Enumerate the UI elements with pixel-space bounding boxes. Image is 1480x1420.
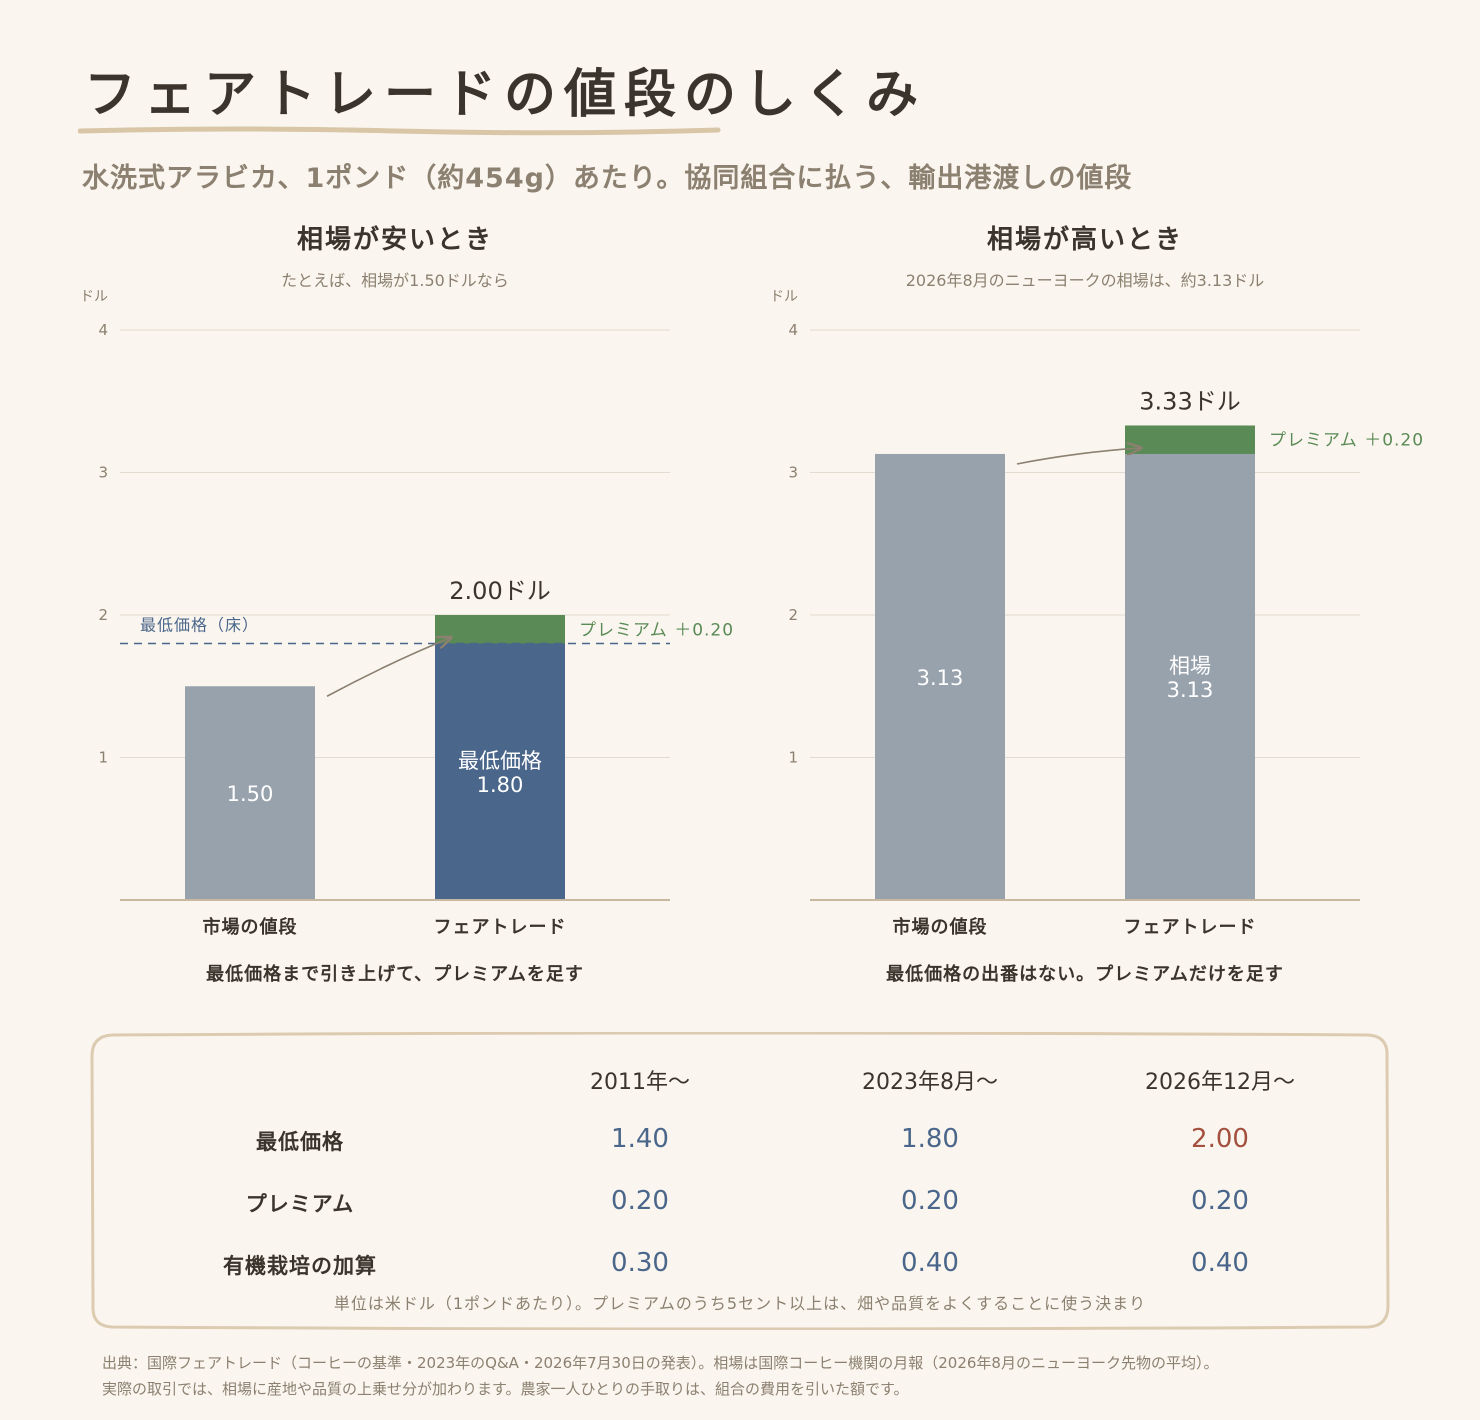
category-label: フェアトレード	[434, 917, 567, 938]
table-column-header: 2026年12月～	[1145, 1070, 1295, 1095]
y-tick-label: 4	[98, 321, 108, 339]
category-label: フェアトレード	[1124, 917, 1257, 938]
table-row-label: 有機栽培の加算	[223, 1254, 377, 1278]
source-line-1: 出典：国際フェアトレード（コーヒーの基準・2023年のQ&A・2026年7月30…	[102, 1354, 1219, 1372]
bar-value-label: 3.13	[917, 666, 964, 690]
chart-caption: 最低価格まで引き上げて、プレミアムを足す	[206, 963, 584, 985]
table-cell-value: 1.80	[901, 1124, 959, 1154]
table-row-label: プレミアム	[245, 1192, 355, 1216]
bar-total-label: 3.33ドル	[1139, 387, 1240, 415]
table-note: 単位は米ドル（1ポンドあたり）。プレミアムのうち5セント以上は、畑や品質をよくす…	[333, 1294, 1147, 1313]
table-border	[90, 1032, 1390, 1330]
source-note: 出典：国際フェアトレード（コーヒーの基準・2023年のQ&A・2026年7月30…	[102, 1350, 1422, 1402]
bar-segment-market	[185, 686, 315, 900]
bar-segment-premium	[1125, 425, 1255, 454]
page-title: フェアトレードの値段のしくみ	[84, 65, 927, 125]
table-cell-value: 0.30	[611, 1248, 669, 1278]
category-label: 市場の値段	[203, 916, 298, 938]
price-history-table: 2011年～ 2023年8月～ 2026年12月～ 最低価格 1.40 1.80 2.00 プ…	[90, 1032, 1390, 1330]
table-cell-value: 0.20	[611, 1186, 669, 1216]
premium-label: プレミアム ＋0.20	[1269, 431, 1424, 451]
y-tick-label: 3	[98, 464, 108, 482]
bar-total-label: 2.00ドル	[449, 577, 550, 605]
y-tick-label: 1	[788, 749, 798, 767]
y-tick-label: 2	[98, 606, 108, 624]
table-column-header: 2011年～	[590, 1070, 690, 1095]
bar-value-label: 1.50	[227, 782, 274, 806]
bar-segment-market	[1125, 453, 1255, 900]
bar-segment-market	[875, 453, 1005, 900]
table-column-header: 2023年8月～	[862, 1070, 998, 1095]
chart-subtitle: たとえば、相場が1.50ドルなら	[281, 271, 509, 290]
table-cell-value: 1.40	[611, 1124, 669, 1154]
source-line-2: 実際の取引では、相場に産地や品質の上乗せ分が加わります。農家一人ひとりの手取りは…	[102, 1380, 909, 1398]
y-axis-unit: ドル	[770, 289, 798, 305]
bar-segment-premium	[435, 615, 565, 644]
chart-title: 相場が高いとき	[987, 224, 1183, 255]
chart-caption: 最低価格の出番はない。プレミアムだけを足す	[886, 963, 1284, 985]
y-tick-label: 2	[788, 606, 798, 624]
y-tick-label: 4	[788, 321, 798, 339]
y-axis-unit: ドル	[80, 289, 108, 305]
table-row-label: 最低価格	[256, 1130, 344, 1154]
table-cell-value: 0.20	[901, 1186, 959, 1216]
table-cell-value: 0.40	[1191, 1248, 1249, 1278]
table-cell-value: 2.00	[1191, 1124, 1249, 1154]
raise-arrow	[326, 638, 451, 697]
chart-subtitle: 2026年8月のニューヨークの相場は、約3.13ドル	[906, 271, 1265, 290]
table-cell-value: 0.20	[1191, 1186, 1249, 1216]
raise-arrow	[1016, 448, 1141, 465]
bar-value-label: 最低価格 1.80	[458, 749, 542, 797]
bar-segment-floor	[435, 643, 565, 900]
charts-area: 相場が安いときたとえば、相場が1.50ドルならドル12341.50市場の値段最低…	[80, 224, 1424, 985]
bar-value-label: 相場 3.13	[1167, 654, 1214, 702]
title-underline	[78, 126, 721, 136]
chart-title: 相場が安いとき	[297, 224, 493, 255]
premium-label: プレミアム ＋0.20	[579, 620, 734, 640]
floor-line-label: 最低価格（床）	[140, 616, 259, 635]
category-label: 市場の値段	[893, 916, 988, 938]
table-cell-value: 0.40	[901, 1248, 959, 1278]
page-subtitle: 水洗式アラビカ、1ポンド（約454g）あたり。協同組合に払う、輸出港渡しの値段	[82, 163, 1133, 194]
y-tick-label: 3	[788, 464, 798, 482]
y-tick-label: 1	[98, 749, 108, 767]
